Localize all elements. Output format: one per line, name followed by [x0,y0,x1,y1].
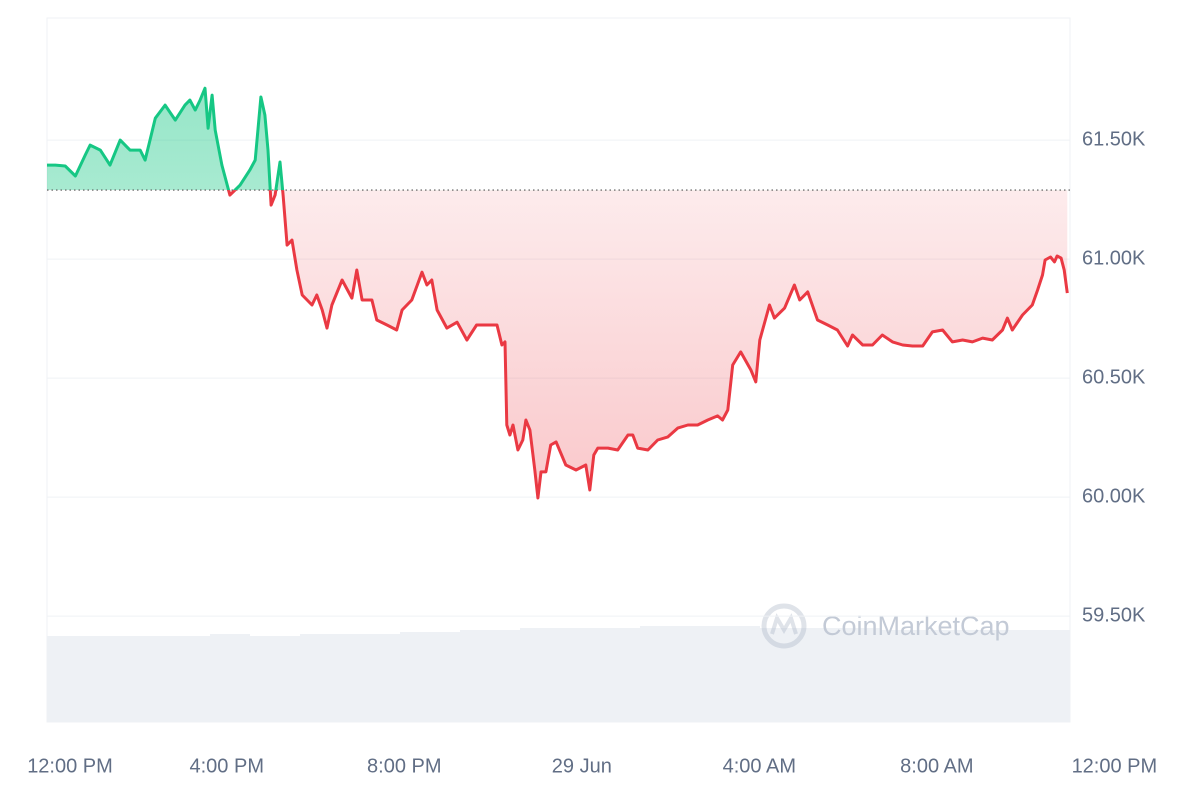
y-tick-label: 59.50K [1082,604,1146,626]
x-tick-label: 12:00 PM [27,755,113,777]
area-down [228,190,1068,498]
x-tick-label: 4:00 AM [723,755,796,777]
x-tick-label: 12:00 PM [1072,755,1158,777]
y-tick-label: 61.50K [1082,128,1146,150]
x-tick-label: 29 Jun [552,755,612,777]
y-tick-label: 61.00K [1082,247,1146,269]
price-line-up [47,86,285,191]
y-tick-label: 60.50K [1082,366,1146,388]
watermark-logo [761,603,807,649]
x-tick-label: 8:00 PM [367,755,441,777]
x-tick-label: 8:00 AM [900,755,973,777]
y-tick-label: 60.00K [1082,485,1146,507]
x-tick-label: 4:00 PM [190,755,264,777]
price-line-down [227,190,1069,500]
area-up [47,88,1068,191]
volume-bars [47,626,1070,722]
